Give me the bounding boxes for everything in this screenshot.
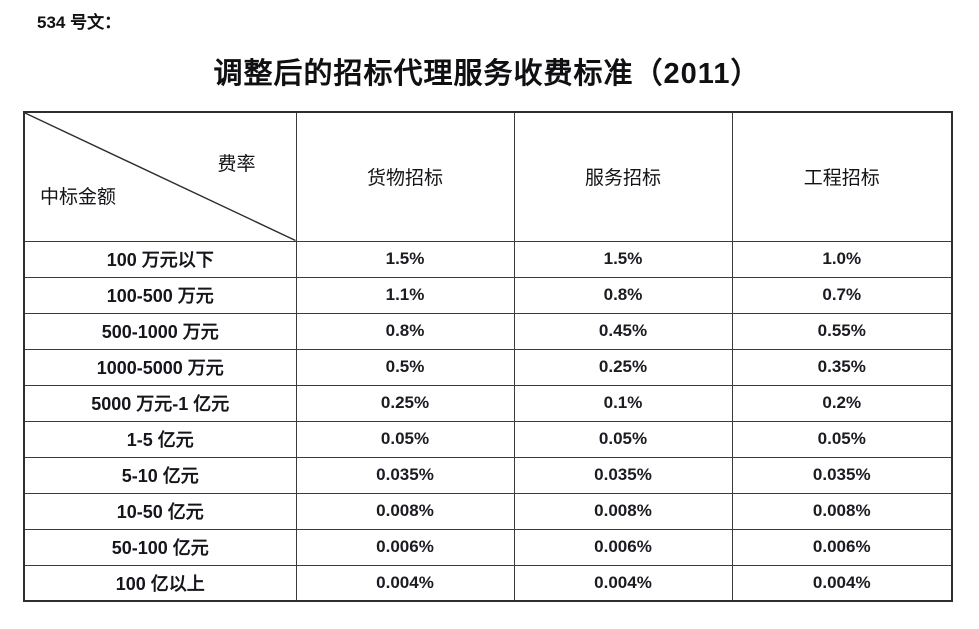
fee-value-cell: 0.008% — [513, 492, 733, 530]
row-label-cell: 1-5 亿元 — [23, 420, 297, 458]
table-row: 100 亿以上 0.004% 0.004% 0.004% — [23, 564, 953, 602]
fee-value-cell: 0.55% — [731, 312, 953, 350]
row-label-cell: 500-1000 万元 — [23, 312, 297, 350]
fee-value-cell: 0.2% — [731, 384, 953, 422]
row-label-cell: 5-10 亿元 — [23, 456, 297, 494]
fee-value-cell: 0.008% — [731, 492, 953, 530]
fee-value-cell: 0.8% — [513, 276, 733, 314]
row-label-cell: 1000-5000 万元 — [23, 348, 297, 386]
corner-label-amount: 中标金额 — [40, 186, 117, 208]
row-label-cell: 100 万元以下 — [23, 240, 297, 278]
fee-value-cell: 0.05% — [731, 420, 953, 458]
fee-value-cell: 0.8% — [295, 312, 515, 350]
fee-value-cell: 1.5% — [513, 240, 733, 278]
doc-number-label: 534 号文： — [37, 13, 122, 32]
column-header-services: 服务招标 — [513, 111, 733, 242]
column-header-engineering: 工程招标 — [731, 111, 953, 242]
fee-value-cell: 0.7% — [731, 276, 953, 314]
fee-value-cell: 0.35% — [731, 348, 953, 386]
fee-value-cell: 1.0% — [731, 240, 953, 278]
corner-header-cell: 费率 中标金额 — [23, 111, 297, 242]
table-row: 500-1000 万元 0.8% 0.45% 0.55% — [23, 312, 953, 350]
row-label-cell: 10-50 亿元 — [23, 492, 297, 530]
table-row: 1-5 亿元 0.05% 0.05% 0.05% — [23, 420, 953, 458]
fee-value-cell: 0.05% — [513, 420, 733, 458]
fee-value-cell: 0.1% — [513, 384, 733, 422]
table-row: 10-50 亿元 0.008% 0.008% 0.008% — [23, 492, 953, 530]
fee-value-cell: 0.004% — [513, 564, 733, 602]
table-row: 50-100 亿元 0.006% 0.006% 0.006% — [23, 528, 953, 566]
fee-value-cell: 0.006% — [513, 528, 733, 566]
page-title: 调整后的招标代理服务收费标准（2011） — [213, 58, 761, 90]
table-row: 5000 万元-1 亿元 0.25% 0.1% 0.2% — [23, 384, 953, 422]
table-row: 5-10 亿元 0.035% 0.035% 0.035% — [23, 456, 953, 494]
fee-value-cell: 0.25% — [513, 348, 733, 386]
corner-label-rate: 费率 — [217, 154, 256, 175]
table-header-row: 费率 中标金额 货物招标 服务招标 工程招标 — [23, 111, 953, 242]
diagonal-divider-line — [25, 113, 296, 241]
fee-value-cell: 0.5% — [295, 348, 515, 386]
row-label-cell: 100 亿以上 — [23, 564, 297, 602]
row-label-cell: 5000 万元-1 亿元 — [23, 384, 297, 422]
fee-value-cell: 0.004% — [295, 564, 515, 602]
fee-value-cell: 0.035% — [295, 456, 515, 494]
table-row: 100 万元以下 1.5% 1.5% 1.0% — [23, 240, 953, 278]
fee-value-cell: 0.035% — [513, 456, 733, 494]
fee-value-cell: 1.5% — [295, 240, 515, 278]
fee-value-cell: 0.006% — [295, 528, 515, 566]
column-header-goods: 货物招标 — [295, 111, 515, 242]
fee-value-cell: 0.004% — [731, 564, 953, 602]
fee-value-cell: 0.25% — [295, 384, 515, 422]
fee-value-cell: 0.008% — [295, 492, 515, 530]
fee-value-cell: 0.006% — [731, 528, 953, 566]
fee-value-cell: 1.1% — [295, 276, 515, 314]
row-label-cell: 50-100 亿元 — [23, 528, 297, 566]
fee-value-cell: 0.035% — [731, 456, 953, 494]
table-row: 100-500 万元 1.1% 0.8% 0.7% — [23, 276, 953, 314]
fee-value-cell: 0.05% — [295, 420, 515, 458]
fee-rate-table: 费率 中标金额 货物招标 服务招标 工程招标 100 万元以下 1.5% 1.5… — [23, 111, 953, 602]
fee-value-cell: 0.45% — [513, 312, 733, 350]
row-label-cell: 100-500 万元 — [23, 276, 297, 314]
table-row: 1000-5000 万元 0.5% 0.25% 0.35% — [23, 348, 953, 386]
